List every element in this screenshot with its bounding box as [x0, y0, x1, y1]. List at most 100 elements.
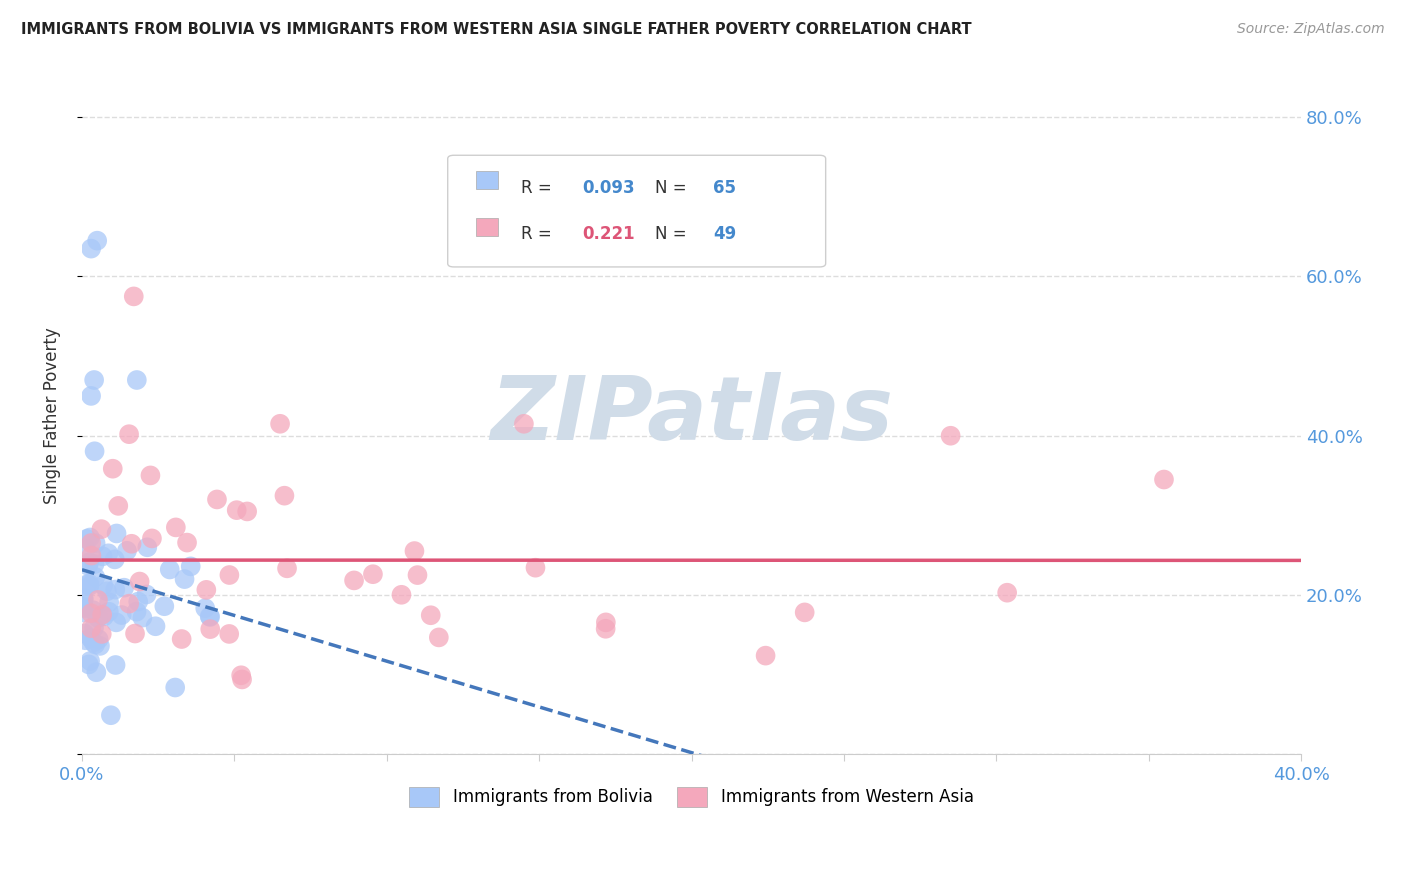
- Point: [83, 373, 105, 387]
- Point: [79, 577, 101, 591]
- Point: [231, 673, 253, 687]
- Point: [100, 708, 122, 723]
- Point: [98, 595, 121, 609]
- Point: [115, 543, 138, 558]
- Point: [391, 588, 413, 602]
- Point: [125, 373, 148, 387]
- Point: [273, 489, 295, 503]
- Point: [79, 531, 101, 545]
- Point: [107, 499, 129, 513]
- Point: [118, 427, 141, 442]
- Point: [200, 622, 222, 636]
- Point: [427, 631, 450, 645]
- Point: [72, 606, 94, 620]
- Point: [87, 632, 110, 647]
- Point: [79, 555, 101, 569]
- Point: [225, 503, 247, 517]
- Text: N =: N =: [655, 179, 692, 197]
- Point: [87, 593, 110, 607]
- Point: [361, 567, 384, 582]
- Point: [104, 658, 127, 673]
- Point: [80, 389, 103, 403]
- Point: [73, 626, 96, 640]
- Point: [755, 648, 778, 663]
- FancyBboxPatch shape: [447, 155, 825, 267]
- FancyBboxPatch shape: [475, 219, 498, 236]
- Point: [139, 468, 162, 483]
- Point: [75, 633, 97, 648]
- Point: [125, 605, 148, 619]
- Point: [84, 536, 107, 550]
- Point: [269, 417, 291, 431]
- Point: [180, 559, 202, 574]
- Point: [90, 627, 112, 641]
- Point: [75, 541, 97, 556]
- Point: [80, 549, 103, 563]
- Point: [111, 608, 134, 623]
- Point: [105, 526, 128, 541]
- Point: [83, 557, 105, 571]
- Point: [87, 611, 110, 625]
- Point: [176, 535, 198, 549]
- Point: [104, 552, 127, 566]
- Point: [73, 591, 96, 606]
- Text: IMMIGRANTS FROM BOLIVIA VS IMMIGRANTS FROM WESTERN ASIA SINGLE FATHER POVERTY CO: IMMIGRANTS FROM BOLIVIA VS IMMIGRANTS FR…: [21, 22, 972, 37]
- Point: [793, 606, 815, 620]
- Point: [218, 627, 240, 641]
- Point: [86, 665, 108, 680]
- Point: [595, 622, 617, 636]
- Point: [86, 234, 108, 248]
- Point: [122, 289, 145, 303]
- Point: [80, 621, 103, 635]
- Point: [89, 639, 111, 653]
- Point: [135, 587, 157, 601]
- Point: [236, 504, 259, 518]
- Point: [79, 579, 101, 593]
- Point: [79, 632, 101, 646]
- Point: [83, 635, 105, 649]
- Point: [91, 607, 114, 622]
- Point: [159, 562, 181, 576]
- Text: R =: R =: [520, 179, 557, 197]
- Point: [170, 632, 193, 646]
- Point: [76, 532, 98, 546]
- Point: [205, 492, 228, 507]
- Point: [73, 601, 96, 615]
- Point: [406, 568, 429, 582]
- Point: [83, 444, 105, 458]
- Point: [218, 568, 240, 582]
- Point: [97, 605, 120, 619]
- Text: N =: N =: [655, 225, 692, 243]
- Point: [1153, 473, 1175, 487]
- Point: [995, 585, 1018, 599]
- Point: [76, 577, 98, 591]
- Text: R =: R =: [520, 225, 557, 243]
- Point: [127, 594, 149, 608]
- Point: [136, 541, 159, 555]
- Point: [97, 546, 120, 560]
- Point: [118, 597, 141, 611]
- Point: [91, 578, 114, 592]
- Point: [80, 536, 103, 550]
- Point: [194, 601, 217, 615]
- Text: ZIPatlas: ZIPatlas: [491, 372, 893, 459]
- Text: 49: 49: [713, 225, 737, 243]
- Point: [513, 417, 536, 431]
- FancyBboxPatch shape: [475, 171, 498, 189]
- Point: [84, 570, 107, 584]
- Point: [84, 637, 107, 651]
- Point: [80, 606, 103, 620]
- Point: [165, 681, 187, 695]
- Point: [77, 657, 100, 672]
- Point: [524, 560, 547, 574]
- Legend: Immigrants from Bolivia, Immigrants from Western Asia: Immigrants from Bolivia, Immigrants from…: [402, 780, 980, 814]
- Point: [96, 584, 118, 599]
- Point: [939, 428, 962, 442]
- Point: [343, 574, 366, 588]
- Point: [141, 532, 163, 546]
- Point: [145, 619, 167, 633]
- Point: [153, 599, 176, 614]
- Point: [276, 561, 298, 575]
- Point: [77, 558, 100, 573]
- Point: [105, 615, 128, 630]
